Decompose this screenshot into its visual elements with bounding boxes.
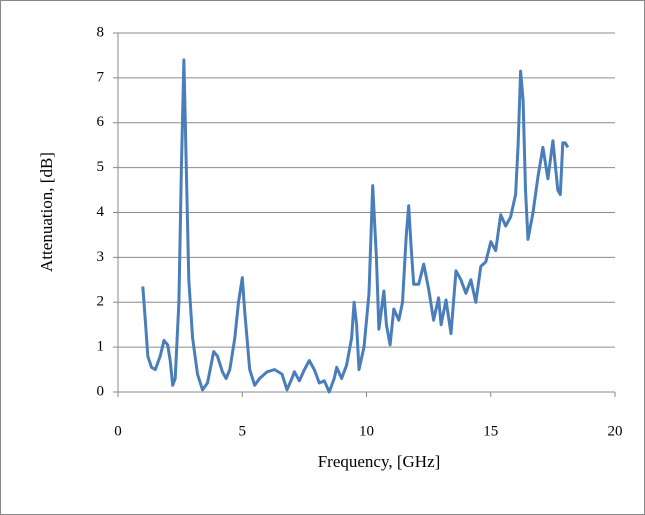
y-axis-label: Attenuation, [dB] — [37, 152, 56, 272]
y-tick-label: 2 — [97, 294, 105, 310]
y-tick-label: 4 — [97, 204, 105, 220]
x-tick-label: 0 — [114, 423, 122, 439]
y-tick-label: 1 — [97, 339, 105, 355]
y-tick-label: 3 — [97, 249, 105, 265]
x-tick-label: 20 — [608, 423, 623, 439]
x-tick-label: 5 — [239, 423, 247, 439]
x-tick-label: 10 — [359, 423, 374, 439]
x-axis-label: Frequency, [GHz] — [318, 452, 441, 471]
y-tick-label: 8 — [97, 24, 105, 40]
y-tick-label: 5 — [97, 159, 105, 175]
data-line — [141, 58, 570, 394]
x-tick-label: 15 — [483, 423, 498, 439]
y-tick-label: 7 — [97, 69, 105, 85]
y-tick-label: 6 — [97, 114, 105, 130]
y-tick-label: 0 — [97, 383, 105, 399]
